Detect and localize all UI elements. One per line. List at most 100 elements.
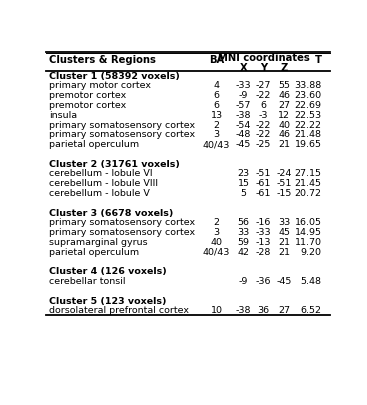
Text: -61: -61 <box>256 179 271 188</box>
Text: cerebellum - lobule V: cerebellum - lobule V <box>49 189 150 198</box>
Text: -16: -16 <box>256 218 271 227</box>
Text: 46: 46 <box>278 130 290 139</box>
Text: 56: 56 <box>237 218 250 227</box>
Text: 21.48: 21.48 <box>295 130 322 139</box>
Text: -33: -33 <box>236 81 251 90</box>
Text: 13: 13 <box>210 111 223 119</box>
Text: -45: -45 <box>236 140 251 149</box>
Text: -48: -48 <box>236 130 251 139</box>
Text: primary somatosensory cortex: primary somatosensory cortex <box>49 120 195 129</box>
Text: Cluster 3 (6678 voxels): Cluster 3 (6678 voxels) <box>49 208 173 217</box>
Text: -9: -9 <box>239 276 248 286</box>
Text: Y: Y <box>260 63 267 72</box>
Text: 27.15: 27.15 <box>295 169 322 178</box>
Text: primary somatosensory cortex: primary somatosensory cortex <box>49 218 195 227</box>
Text: primary somatosensory cortex: primary somatosensory cortex <box>49 228 195 237</box>
Text: BA: BA <box>209 55 224 65</box>
Text: cerebellar tonsil: cerebellar tonsil <box>49 276 125 286</box>
Text: -57: -57 <box>236 101 251 110</box>
Text: -3: -3 <box>259 111 268 119</box>
Text: 40/43: 40/43 <box>203 247 230 256</box>
Text: 20.72: 20.72 <box>295 189 322 198</box>
Text: cerebellum - lobule VIII: cerebellum - lobule VIII <box>49 179 158 188</box>
Text: 19.65: 19.65 <box>295 140 322 149</box>
Text: 6: 6 <box>214 91 219 100</box>
Text: 5: 5 <box>240 189 247 198</box>
Text: -54: -54 <box>236 120 251 129</box>
Text: 12: 12 <box>278 111 290 119</box>
Text: 22.53: 22.53 <box>295 111 322 119</box>
Text: -25: -25 <box>256 140 271 149</box>
Text: 42: 42 <box>237 247 250 256</box>
Text: -51: -51 <box>256 169 271 178</box>
Text: 9.20: 9.20 <box>301 247 322 256</box>
Text: 16.05: 16.05 <box>295 218 322 227</box>
Text: supramarginal gyrus: supramarginal gyrus <box>49 237 147 246</box>
Text: parietal operculum: parietal operculum <box>49 140 139 149</box>
Text: 6.52: 6.52 <box>301 306 322 315</box>
Text: -22: -22 <box>256 120 271 129</box>
Text: 59: 59 <box>237 237 250 246</box>
Text: 10: 10 <box>211 306 222 315</box>
Text: 40: 40 <box>211 237 222 246</box>
Text: -38: -38 <box>236 111 251 119</box>
Text: 46: 46 <box>278 91 290 100</box>
Text: cerebellum - lobule VI: cerebellum - lobule VI <box>49 169 152 178</box>
Text: 22.22: 22.22 <box>295 120 322 129</box>
Text: -45: -45 <box>277 276 292 286</box>
Text: -27: -27 <box>256 81 271 90</box>
Text: 3: 3 <box>214 228 219 237</box>
Text: 21: 21 <box>278 140 290 149</box>
Text: primary motor cortex: primary motor cortex <box>49 81 151 90</box>
Text: 21: 21 <box>278 237 290 246</box>
Text: insula: insula <box>49 111 77 119</box>
Text: X: X <box>240 63 247 72</box>
Text: -38: -38 <box>236 306 251 315</box>
Text: -22: -22 <box>256 91 271 100</box>
Text: 36: 36 <box>257 306 269 315</box>
Text: 40: 40 <box>278 120 290 129</box>
Text: 45: 45 <box>278 228 290 237</box>
Text: 6: 6 <box>214 101 219 110</box>
Text: 14.95: 14.95 <box>295 228 322 237</box>
Text: -51: -51 <box>277 179 292 188</box>
Text: Cluster 5 (123 voxels): Cluster 5 (123 voxels) <box>49 296 166 305</box>
Text: 2: 2 <box>214 120 219 129</box>
Text: 33: 33 <box>237 228 250 237</box>
Text: dorsolateral prefrontal cortex: dorsolateral prefrontal cortex <box>49 306 189 315</box>
Text: 15: 15 <box>237 179 250 188</box>
Text: premotor cortex: premotor cortex <box>49 91 126 100</box>
Text: -28: -28 <box>256 247 271 256</box>
Text: 33.88: 33.88 <box>294 81 322 90</box>
Text: 23.60: 23.60 <box>295 91 322 100</box>
Text: 27: 27 <box>278 306 290 315</box>
Text: -36: -36 <box>256 276 271 286</box>
Text: 6: 6 <box>261 101 266 110</box>
Text: parietal operculum: parietal operculum <box>49 247 139 256</box>
Text: 40/43: 40/43 <box>203 140 230 149</box>
Text: 27: 27 <box>278 101 290 110</box>
Text: Cluster 2 (31761 voxels): Cluster 2 (31761 voxels) <box>49 159 179 168</box>
Text: -9: -9 <box>239 91 248 100</box>
Text: -61: -61 <box>256 189 271 198</box>
Text: -13: -13 <box>256 237 271 246</box>
Text: primary somatosensory cortex: primary somatosensory cortex <box>49 130 195 139</box>
Text: 11.70: 11.70 <box>295 237 322 246</box>
Text: -24: -24 <box>277 169 292 178</box>
Text: premotor cortex: premotor cortex <box>49 101 126 110</box>
Text: 55: 55 <box>278 81 290 90</box>
Text: -33: -33 <box>256 228 271 237</box>
Text: -22: -22 <box>256 130 271 139</box>
Text: Z: Z <box>280 63 288 72</box>
Text: 21.45: 21.45 <box>295 179 322 188</box>
Text: 4: 4 <box>214 81 219 90</box>
Text: 22.69: 22.69 <box>295 101 322 110</box>
Text: 23: 23 <box>237 169 250 178</box>
Text: T: T <box>315 55 322 65</box>
Text: Clusters & Regions: Clusters & Regions <box>49 55 156 65</box>
Text: 2: 2 <box>214 218 219 227</box>
Text: 21: 21 <box>278 247 290 256</box>
Text: Cluster 1 (58392 voxels): Cluster 1 (58392 voxels) <box>49 71 179 80</box>
Text: 5.48: 5.48 <box>301 276 322 286</box>
Text: 33: 33 <box>278 218 290 227</box>
